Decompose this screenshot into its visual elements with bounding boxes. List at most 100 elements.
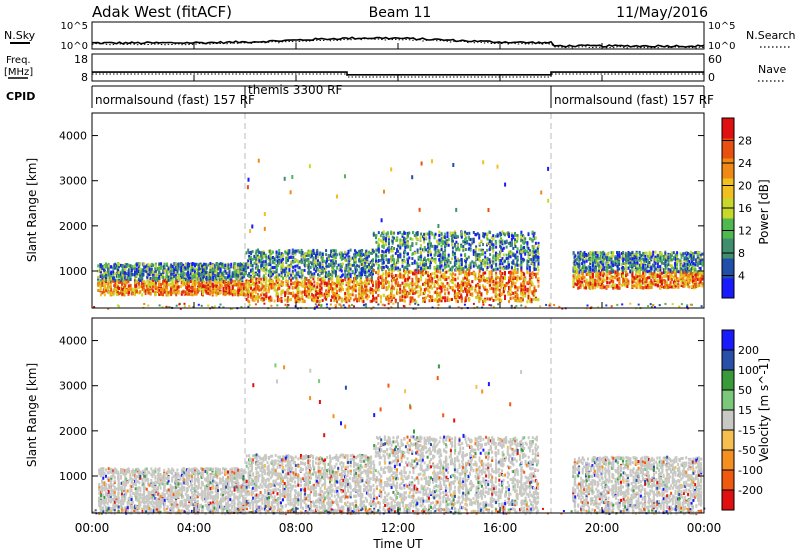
scatter-cell [500, 249, 503, 253]
scatter-cell [288, 249, 291, 253]
scatter-cell [423, 267, 426, 271]
scatter-cell [294, 280, 297, 284]
scatter-cell [247, 248, 250, 252]
scatter-cell [454, 295, 457, 299]
scatter-cell [288, 285, 291, 289]
scatter-cell [265, 294, 268, 298]
scatter-cell [455, 269, 458, 272]
scatter-cell [240, 270, 243, 274]
scatter-cell [180, 262, 183, 266]
scatter-cell [397, 244, 400, 248]
scatter-cell [353, 298, 356, 302]
scatter-cell [327, 279, 330, 283]
scatter-cell [301, 271, 304, 275]
scatter-cell [442, 276, 445, 279]
scatter-cell [396, 238, 399, 242]
scatter-cell [386, 231, 389, 235]
scatter-cell [440, 285, 443, 289]
scatter-cell [399, 255, 402, 259]
scatter-cell [314, 260, 317, 264]
scatter-cell [382, 230, 385, 234]
scatter-cell [416, 248, 419, 252]
scatter-cell [353, 284, 356, 288]
scatter-cell [361, 295, 364, 299]
scatter-cell [215, 284, 218, 288]
scatter-cell [272, 266, 274, 270]
scatter-cell [446, 288, 449, 292]
scatter-cell [128, 273, 131, 277]
scatter-cell [404, 279, 407, 283]
scatter-cell [397, 274, 400, 278]
scatter-cell [469, 272, 472, 275]
scatter-cell [276, 292, 279, 296]
scatter-cell [320, 277, 323, 281]
scatter-cell [292, 265, 295, 269]
scatter-cell [492, 299, 495, 302]
scatter-cell [440, 299, 443, 303]
scatter-cell [230, 275, 233, 279]
scatter-cell [482, 284, 484, 288]
scatter-cell [179, 277, 182, 281]
scatter-cell [296, 283, 299, 287]
scatter-cell [457, 235, 459, 239]
scatter-cell [472, 271, 475, 275]
scatter-cell [270, 286, 273, 290]
scatter-cell [430, 299, 432, 303]
freq-label: Freq. [6, 55, 31, 66]
scatter-cell [360, 275, 363, 278]
scatter-cell [390, 249, 393, 253]
scatter-cell [285, 283, 288, 287]
scatter-cell [460, 244, 463, 248]
scatter-cell [449, 297, 452, 301]
scatter-cell [227, 284, 230, 288]
scatter-cell [148, 266, 151, 270]
scatter-cell [225, 276, 228, 280]
scatter-cell [316, 252, 319, 256]
scatter-cell [431, 277, 434, 281]
scatter-cell [366, 293, 369, 297]
scatter-cell [440, 232, 443, 236]
scatter-cell [375, 298, 378, 302]
scatter-cell [391, 241, 394, 245]
scatter-cell [257, 256, 259, 260]
scatter-cell [113, 276, 116, 280]
scatter-cell [276, 253, 279, 257]
scatter-cell [502, 265, 505, 269]
scatter-cell [317, 255, 319, 259]
scatter-cell [195, 278, 198, 282]
scatter-cell [188, 264, 191, 268]
scatter-cell [127, 280, 130, 284]
scatter-cell [183, 282, 186, 286]
scatter-cell [496, 297, 499, 301]
scatter-cell [427, 250, 430, 254]
scatter-cell [305, 251, 308, 255]
scatter-cell [504, 287, 506, 291]
scatter-cell [190, 263, 192, 267]
scatter-cell [278, 255, 281, 259]
scatter-cell [423, 291, 426, 295]
scatter-cell [375, 288, 377, 292]
scatter-cell [219, 262, 222, 266]
scatter-cell [372, 263, 375, 267]
scatter-cell [431, 244, 434, 248]
scatter-cell [199, 264, 202, 268]
scatter-cell [297, 300, 300, 304]
scatter-cell [379, 234, 382, 238]
scatter-cell [480, 267, 483, 271]
scatter-cell [327, 264, 330, 268]
scatter-cell [314, 256, 317, 260]
scatter-cell [116, 269, 119, 273]
scatter-cell [297, 281, 300, 285]
scatter-cell [431, 281, 434, 285]
scatter-cell [207, 278, 210, 282]
scatter-cell [340, 254, 343, 258]
scatter-cell [430, 242, 432, 246]
scatter-cell [269, 271, 272, 275]
scatter-cell [409, 287, 412, 291]
scatter-cell [326, 259, 328, 263]
scatter-cell [460, 271, 463, 275]
scatter-cell [173, 288, 176, 292]
scatter-cell [354, 265, 357, 269]
scatter-cell [317, 290, 319, 294]
scatter-cell [294, 283, 297, 287]
